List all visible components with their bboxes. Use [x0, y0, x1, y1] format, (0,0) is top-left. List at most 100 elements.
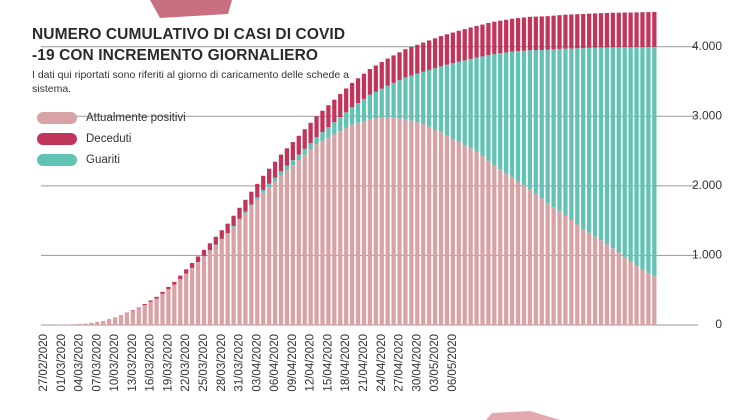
bar-segment — [474, 57, 479, 152]
bar-segment — [326, 127, 331, 138]
bar-segment — [515, 181, 521, 325]
bar-segment — [610, 12, 615, 48]
bar-segment — [178, 275, 183, 280]
x-tick-label: 07/03/2020 — [91, 334, 103, 392]
bar-segment — [509, 51, 515, 177]
bar-segment — [213, 245, 218, 325]
bar-segment — [172, 281, 177, 285]
bar-segment — [160, 293, 165, 325]
bar-segment — [450, 138, 455, 325]
bar-segment — [172, 284, 177, 325]
bar-segment — [83, 323, 88, 325]
bar-segment — [403, 119, 408, 325]
bar-segment — [403, 49, 408, 78]
bar-segment — [379, 62, 384, 89]
bar-segment — [225, 223, 230, 234]
bar-segment — [462, 29, 467, 61]
bar-segment — [237, 207, 242, 219]
bar-segment — [545, 16, 550, 50]
bar-segment — [539, 16, 544, 50]
bar-segment — [515, 51, 521, 182]
bar-segment — [432, 38, 438, 69]
bar-segment — [462, 144, 467, 325]
bar-segment — [391, 82, 396, 118]
bar-segment — [320, 140, 325, 325]
bar-segment — [509, 18, 515, 52]
bar-segment — [261, 192, 266, 325]
bar-segment — [367, 69, 373, 95]
bar-segment — [237, 218, 242, 220]
bar-segment — [278, 175, 284, 325]
bar-segment — [189, 267, 195, 325]
bar-segment — [581, 229, 586, 325]
bar-segment — [95, 321, 100, 325]
bar-segment — [249, 206, 254, 325]
x-tick-label: 06/05/2020 — [447, 334, 459, 392]
bar-segment — [652, 276, 657, 325]
bar-segment — [480, 56, 485, 157]
bar-segment — [403, 77, 408, 120]
bar-segment — [219, 230, 224, 239]
bar-segment — [480, 156, 485, 325]
bar-segment — [184, 269, 189, 274]
bar-segment — [65, 324, 70, 325]
bar-segment — [480, 24, 485, 57]
bar-segment — [272, 181, 278, 325]
bar-segment — [296, 154, 301, 161]
bar-segment — [456, 61, 461, 142]
bar-segment — [142, 305, 147, 325]
bar-segment — [367, 119, 373, 325]
bar-segment — [444, 135, 450, 325]
bar-segment — [355, 103, 361, 123]
bar-segment — [284, 170, 290, 325]
bar-segment — [468, 27, 473, 59]
bar-segment — [598, 240, 604, 325]
bar-segment — [468, 148, 473, 325]
bar-segment — [385, 58, 390, 86]
bar-segment — [539, 198, 544, 325]
bar-segment — [332, 134, 337, 325]
x-tick-label: 25/03/2020 — [198, 334, 210, 392]
bar-segment — [89, 322, 94, 325]
bar-segment — [551, 15, 556, 50]
bar-segment — [326, 105, 331, 128]
bar-segment — [267, 183, 272, 188]
bar-segment — [272, 161, 278, 178]
bar-segment — [77, 323, 82, 325]
bar-segment — [486, 160, 491, 325]
bar-segment — [361, 98, 367, 121]
bar-segment — [533, 50, 538, 194]
bar-segment — [427, 126, 432, 325]
bar-segment — [569, 48, 574, 221]
bar-segment — [296, 135, 301, 155]
x-tick-label: 03/04/2020 — [251, 334, 263, 392]
bar-segment — [504, 173, 509, 325]
bar-segment — [592, 13, 598, 48]
bar-segment — [71, 324, 76, 325]
bar-segment — [646, 46, 651, 273]
bar-segment — [581, 48, 586, 230]
x-tick-label: 22/03/2020 — [180, 334, 192, 392]
bar-segment — [255, 183, 260, 198]
x-tick-label: 24/04/2020 — [376, 334, 388, 392]
bar-segment — [533, 16, 538, 51]
bar-segment — [504, 52, 509, 173]
y-tick-label: 0 — [715, 317, 722, 331]
bar-segment — [521, 185, 527, 325]
bar-segment — [527, 50, 533, 190]
legend-label: Guariti — [86, 154, 120, 166]
bar-segment — [207, 243, 213, 251]
bar-segment — [373, 65, 378, 92]
decoration — [150, 0, 232, 18]
bar-segment — [640, 46, 645, 270]
bar-segment — [634, 12, 639, 48]
bar-segment — [575, 14, 580, 49]
bar-segment — [504, 19, 509, 53]
bar-segment — [415, 122, 420, 325]
bar-segment — [225, 233, 230, 234]
x-tick-label: 01/03/2020 — [56, 334, 68, 392]
bar-segment — [456, 30, 461, 62]
bar-segment — [438, 36, 444, 67]
bar-segment — [195, 262, 201, 325]
bar-segment — [587, 13, 592, 48]
